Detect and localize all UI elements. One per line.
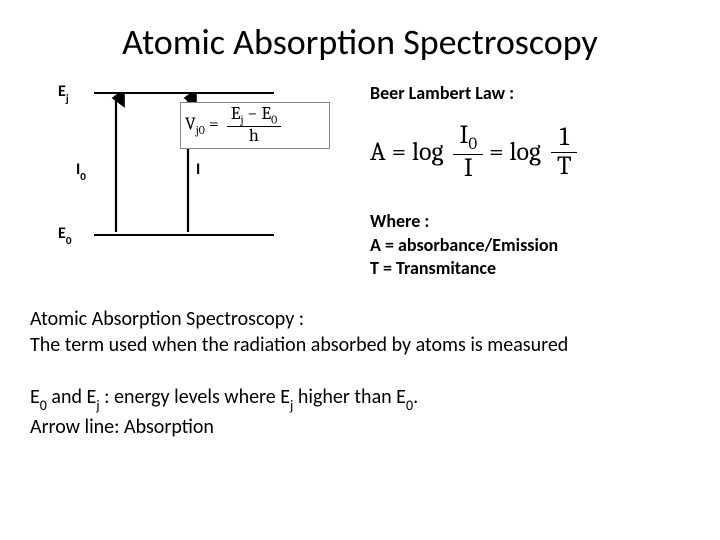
formula-vj0: Vj0 = Ej − E0 h [180,102,330,149]
body2-sub4: 0 [406,397,413,414]
body2-mid2: : energy levels where E [100,385,290,409]
beer-frac2-num: 1 [551,124,577,152]
label-e0-text: E [58,224,66,243]
body2-sub1: 0 [40,397,47,414]
beer-frac1-den: I [453,155,483,182]
beer-lambert-header: Beer Lambert Law : [370,82,690,104]
vj0-fraction: Ej − E0 h [227,105,281,146]
body1-line1: Atomic Absorption Spectroscopy : [30,306,690,332]
right-column: Beer Lambert Law : A = log I0 I = log 1 … [360,82,690,280]
label-e0-sub: 0 [66,234,72,248]
label-ej-sub: j [66,92,69,106]
vj0-num-b: E [261,103,271,124]
vj0-lhs: V [185,114,196,135]
label-ej-text: E [58,82,66,101]
vj0-numerator: Ej − E0 [227,105,281,127]
beer-frac2: 1 T [551,124,577,180]
where-line-0: Where : [370,210,690,233]
beer-frac1: I0 I [453,122,483,182]
body2-mid3: higher than E [293,385,406,409]
energy-diagram-column: Ej E0 I0 I [30,82,360,262]
label-i0-sub: 0 [80,170,86,184]
formula-beer-lambert: A = log I0 I = log 1 T [370,122,690,182]
beer-frac1-num: I0 [453,122,483,155]
beer-frac2-den: T [551,153,577,180]
vj0-eq: = [209,114,219,135]
vj0-lhs-sub: j0 [196,123,205,137]
where-line-2: T = Transmitance [370,257,690,280]
body-paragraph-1: Atomic Absorption Spectroscopy : The ter… [30,306,690,358]
body2-sub3: j [290,397,293,414]
vj0-minus: − [243,103,261,124]
body2-sub2: j [96,397,99,414]
body2-line2: Arrow line: Absorption [30,414,690,440]
body-paragraph-2: E0 and Ej : energy levels where Ej highe… [30,384,690,439]
where-line-1: A = absorbance/Emission [370,234,690,257]
label-ej: Ej [58,82,69,104]
vj0-num-b-sub: 0 [271,113,277,127]
beer-eq1: = [392,137,406,167]
where-block: Where : A = absorbance/Emission T = Tran… [370,210,690,280]
upper-row: Ej E0 I0 I [30,82,690,280]
beer-log1: log [412,137,443,167]
label-i0: I0 [76,160,86,182]
body2-line1: E0 and Ej : energy levels where Ej highe… [30,384,690,413]
body2-mid1: and E [47,385,96,409]
beer-log2: log [510,137,541,167]
page-title: Atomic Absorption Spectroscopy [30,20,690,64]
beer-A: A [370,137,386,167]
vj0-num-a: E [231,103,241,124]
beer-I0-sub: 0 [468,135,477,154]
label-e0: E0 [58,224,71,246]
beer-eq2: = [489,137,503,167]
body1-line2: The term used when the radiation absorbe… [30,332,690,358]
vj0-denominator: h [227,127,281,146]
body2-tail: . [413,385,418,409]
body2-pre: E [30,385,40,409]
slide: Atomic Absorption Spectroscopy Ej E0 I0 … [0,0,720,540]
